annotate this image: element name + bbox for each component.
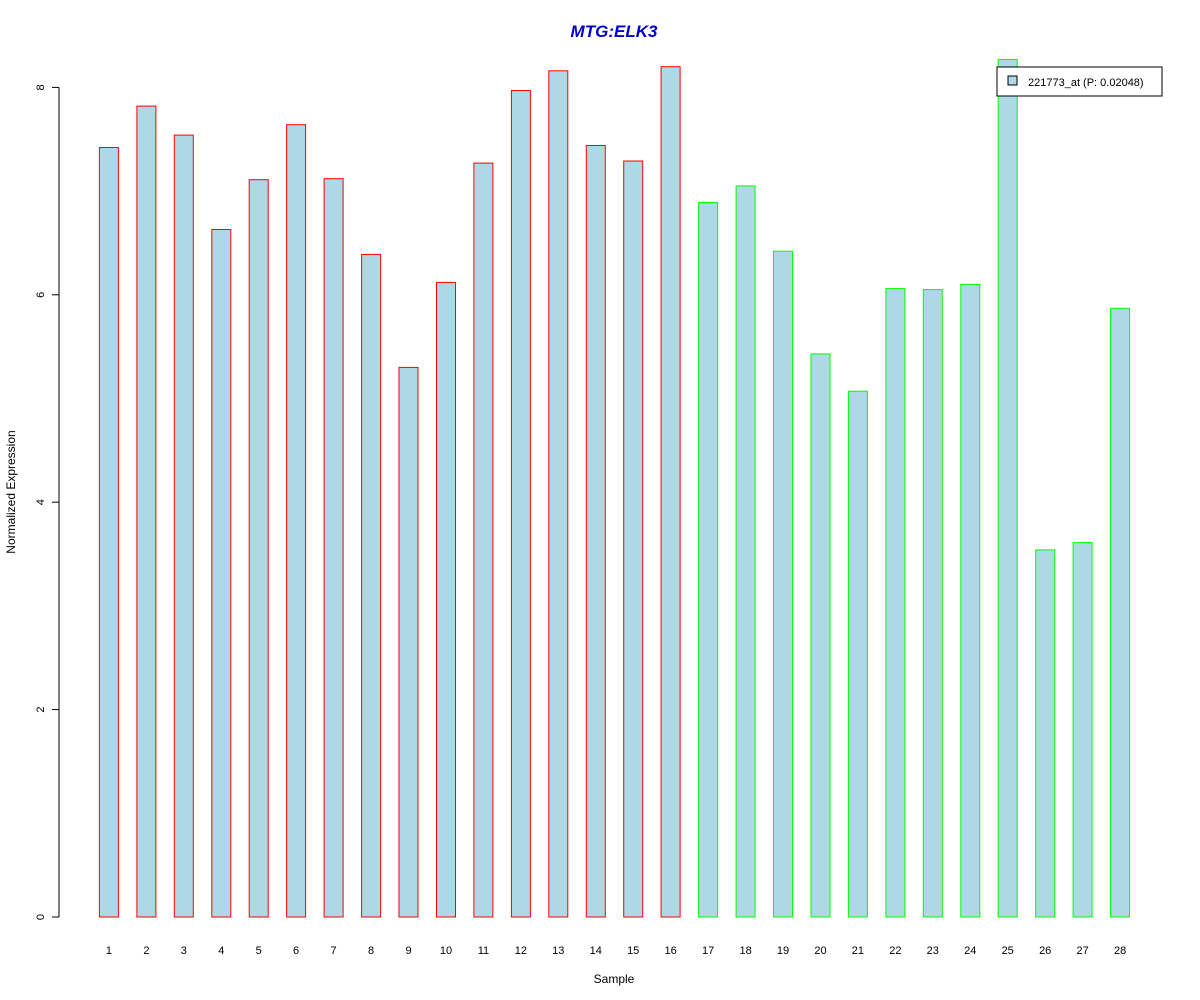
bar xyxy=(585,145,606,918)
bar xyxy=(211,229,232,918)
bar xyxy=(323,178,344,918)
x-tick-label: 17 xyxy=(702,945,714,957)
x-tick-label: 3 xyxy=(181,945,187,957)
bar xyxy=(248,179,269,918)
x-tick-label: 6 xyxy=(293,945,299,957)
x-tick-label: 14 xyxy=(590,945,602,957)
x-tick-label: 13 xyxy=(552,945,564,957)
y-tick-label: 2 xyxy=(35,707,47,713)
x-tick-label: 16 xyxy=(664,945,676,957)
x-tick-label: 27 xyxy=(1076,945,1088,957)
bar xyxy=(922,289,943,918)
bar xyxy=(173,134,194,918)
y-tick-label: 6 xyxy=(35,292,47,298)
bars xyxy=(98,58,1131,918)
bar xyxy=(510,90,531,918)
bar xyxy=(1072,542,1093,918)
y-axis-label: Normalized Expression xyxy=(4,430,18,553)
legend-box xyxy=(996,66,1163,97)
bar xyxy=(885,288,906,918)
bar xyxy=(398,366,419,918)
bar xyxy=(810,353,831,918)
x-tick-label: 26 xyxy=(1039,945,1051,957)
legend: 221773_at (P: 0.02048) xyxy=(996,66,1163,97)
x-tick-label: 4 xyxy=(218,945,224,957)
bar xyxy=(1035,549,1056,918)
bar xyxy=(623,160,644,918)
x-tick-label: 10 xyxy=(440,945,452,957)
y-axis: 0 2 4 6 8 xyxy=(35,84,60,920)
bar xyxy=(660,66,681,918)
legend-swatch xyxy=(1007,75,1018,86)
x-tick-label: 9 xyxy=(405,945,411,957)
bar xyxy=(98,147,119,918)
y-tick-label: 0 xyxy=(35,914,47,920)
x-tick-label: 25 xyxy=(1002,945,1014,957)
x-tick-label: 8 xyxy=(368,945,374,957)
bar xyxy=(436,281,456,918)
x-tick-label: 5 xyxy=(256,945,262,957)
bar xyxy=(960,283,981,918)
y-tick-label: 8 xyxy=(35,84,47,90)
x-tick-label: 23 xyxy=(927,945,939,957)
chart-title: MTG:ELK3 xyxy=(571,22,658,41)
x-tick-label: 22 xyxy=(889,945,901,957)
bar xyxy=(361,253,382,918)
x-tick-label: 20 xyxy=(814,945,826,957)
x-tick-label: 2 xyxy=(143,945,149,957)
bar xyxy=(847,390,868,918)
x-tick-labels: 1 2 3 4 5 6 7 8 9 10 11 12 13 14 15 16 17 18 19 20 21 22 23 24 2… xyxy=(106,945,1126,957)
x-tick-label: 7 xyxy=(331,945,337,957)
x-tick-label: 28 xyxy=(1114,945,1126,957)
bar xyxy=(1110,307,1131,918)
x-tick-label: 12 xyxy=(515,945,527,957)
bar xyxy=(997,58,1018,918)
x-tick-label: 11 xyxy=(478,945,489,957)
y-tick-label: 4 xyxy=(35,499,47,505)
bar xyxy=(473,162,494,918)
legend-label: 221773_at (P: 0.02048) xyxy=(1028,77,1144,89)
bar xyxy=(735,185,756,918)
x-tick-label: 24 xyxy=(964,945,976,957)
bar xyxy=(548,70,569,918)
bar xyxy=(136,105,157,918)
x-tick-label: 15 xyxy=(627,945,639,957)
x-axis-label: Sample xyxy=(594,972,635,986)
bar xyxy=(698,202,719,918)
x-tick-label: 1 xyxy=(106,945,112,957)
x-tick-label: 21 xyxy=(852,945,864,957)
bar xyxy=(286,124,307,918)
x-tick-label: 18 xyxy=(739,945,751,957)
x-tick-label: 19 xyxy=(777,945,789,957)
bar xyxy=(773,250,793,918)
